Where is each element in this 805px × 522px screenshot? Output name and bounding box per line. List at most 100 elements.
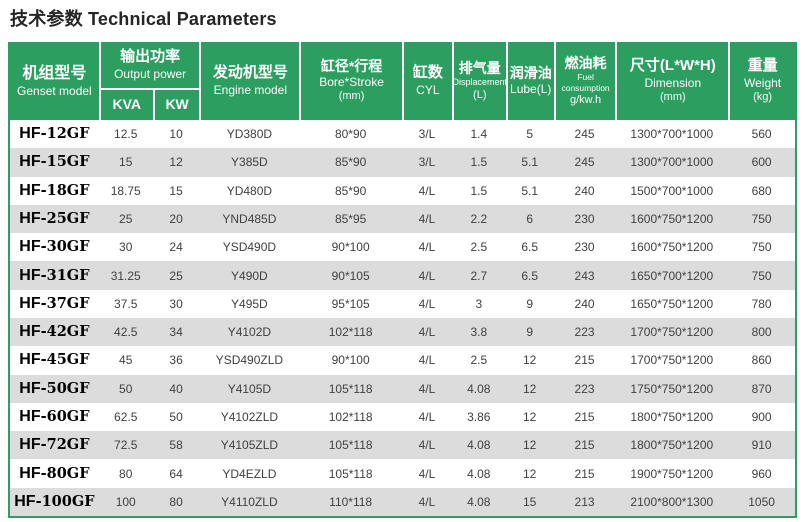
- header-label-en: Genset model: [17, 83, 92, 98]
- table-row: HF-31GF 31.25 25 Y490D 90*105 4/L 2.7 6.5 243 165…: [10, 261, 795, 290]
- value-cell: 4/L: [418, 381, 436, 396]
- value-cell: 1700*750*1200: [630, 353, 714, 368]
- value-cell: 1300*700*1000: [630, 155, 714, 170]
- value-cell: 680: [751, 183, 772, 198]
- value-cell: 5.1: [521, 183, 539, 198]
- genset-model-cell: HF-60GF: [10, 408, 99, 426]
- value-cell: 800: [751, 325, 772, 340]
- value-cell: 1750*750*1200: [630, 381, 714, 396]
- value-cell: 42.5: [114, 325, 138, 340]
- header-unit: g/kw.h: [569, 93, 602, 106]
- model-suffix: -37GF: [40, 294, 90, 312]
- value-cell: 900: [751, 409, 772, 424]
- genset-model-cell: HF-42GF: [10, 323, 99, 341]
- table-row: HF-15GF 15 12 Y385D 85*90 3/L 1.5 5.1 245 1300*70…: [10, 148, 795, 177]
- value-cell: 50: [169, 409, 183, 424]
- value-cell: 3/L: [418, 127, 436, 142]
- value-cell: 1900*750*1200: [630, 466, 714, 481]
- column-header-genset-model: 机组型号 Genset model: [10, 42, 99, 120]
- value-cell: 4.08: [467, 466, 491, 481]
- genset-model-cell: HF-12GF: [10, 125, 99, 143]
- value-cell: 50: [119, 381, 133, 396]
- value-cell: 215: [574, 409, 595, 424]
- value-cell: 213: [574, 494, 595, 509]
- value-cell: 1650*700*1200: [630, 268, 714, 283]
- value-cell: 4/L: [418, 353, 436, 368]
- genset-model-cell: HF-18GF: [10, 182, 99, 200]
- header-label-zh: 排气量: [458, 59, 501, 76]
- value-cell: 25: [169, 268, 183, 283]
- value-cell: 1050: [748, 494, 775, 509]
- table-row: HF-18GF 18.75 15 YD480D 85*90 4/L 1.5 5.1 240 150…: [10, 176, 795, 205]
- model-prefix: HF: [19, 436, 41, 454]
- value-cell: 960: [751, 466, 772, 481]
- value-cell: 105*118: [328, 381, 373, 396]
- table-row: HF-12GF 12.5 10 YD380D 80*90 3/L 1.4 5 245 1300*7…: [10, 120, 795, 149]
- value-cell: 10: [169, 127, 183, 142]
- value-cell: 2.5: [470, 240, 488, 255]
- value-cell: 3/L: [418, 155, 436, 170]
- value-cell: 102*118: [328, 325, 373, 340]
- value-cell: 4.08: [467, 494, 491, 509]
- technical-parameters-table: 机组型号 Genset model 输出功率 Output power KVA …: [8, 42, 797, 518]
- value-cell: 4/L: [418, 494, 436, 509]
- model-suffix: -18GF: [40, 181, 90, 199]
- value-cell: 215: [574, 466, 595, 481]
- value-cell: 245: [574, 127, 595, 142]
- value-cell: 58: [169, 438, 183, 453]
- value-cell: 24: [169, 240, 183, 255]
- genset-model-cell: HF-31GF: [10, 267, 99, 285]
- model-suffix: -31GF: [40, 266, 90, 284]
- value-cell: Y495D: [231, 296, 268, 311]
- value-cell: 3.86: [467, 409, 491, 424]
- value-cell: 31.25: [110, 268, 141, 283]
- value-cell: 2.2: [470, 211, 488, 226]
- value-cell: Y4102D: [227, 325, 272, 340]
- header-label-zh: 重量: [747, 57, 778, 75]
- value-cell: 18.75: [110, 183, 141, 198]
- value-cell: 1800*750*1200: [630, 409, 714, 424]
- column-header-fuel-consumption: 燃油耗 Fuel consumption g/kw.h: [553, 42, 616, 120]
- value-cell: 15: [119, 155, 133, 170]
- value-cell: 1.5: [470, 183, 488, 198]
- genset-model-cell: HF-15GF: [10, 153, 99, 171]
- model-suffix: -12GF: [40, 125, 90, 143]
- model-prefix: HF: [14, 492, 36, 510]
- header-label-en: Engine model: [213, 82, 288, 97]
- table-body: HF-12GF 12.5 10 YD380D 80*90 3/L 1.4 5 245 1300*7…: [10, 120, 795, 516]
- value-cell: 40: [169, 381, 183, 396]
- value-cell: 4/L: [418, 240, 436, 255]
- model-suffix: -30GF: [40, 238, 90, 256]
- value-cell: 102*118: [328, 409, 373, 424]
- model-prefix: HF: [19, 266, 41, 284]
- value-cell: 85*90: [334, 183, 367, 198]
- model-suffix: -80GF: [40, 464, 90, 482]
- value-cell: Y4102ZLD: [220, 409, 279, 424]
- value-cell: 5: [526, 127, 534, 142]
- value-cell: 1800*750*1200: [630, 438, 714, 453]
- genset-model-cell: HF-80GF: [10, 465, 99, 483]
- value-cell: 37.5: [114, 296, 138, 311]
- value-cell: 6.5: [521, 268, 539, 283]
- column-header-lube: 润滑油 Lube(L): [505, 42, 554, 120]
- value-cell: 4/L: [418, 268, 436, 283]
- column-header-cyl: 缸数 CYL: [401, 42, 452, 120]
- model-suffix: -25GF: [40, 209, 90, 227]
- model-prefix: HF: [19, 181, 41, 199]
- value-cell: 95*105: [331, 296, 370, 311]
- model-prefix: HF: [19, 153, 41, 171]
- model-suffix: -42GF: [40, 323, 90, 341]
- table-row: HF-45GF 45 36 YSD490ZLD 90*100 4/L 2.5 12 215 170…: [10, 346, 795, 375]
- value-cell: 215: [574, 353, 595, 368]
- value-cell: 600: [751, 155, 772, 170]
- model-prefix: HF: [19, 464, 41, 482]
- header-label-en: Lube(L): [510, 82, 552, 97]
- value-cell: 85*90: [334, 155, 367, 170]
- model-suffix: -15GF: [40, 153, 90, 171]
- value-cell: Y490D: [231, 268, 268, 283]
- value-cell: 4/L: [418, 466, 436, 481]
- value-cell: 25: [119, 211, 133, 226]
- value-cell: 6.5: [521, 240, 539, 255]
- column-header-dimension: 尺寸(L*W*H) Dimension (mm): [615, 42, 728, 120]
- table-header: 机组型号 Genset model 输出功率 Output power KVA …: [10, 42, 795, 120]
